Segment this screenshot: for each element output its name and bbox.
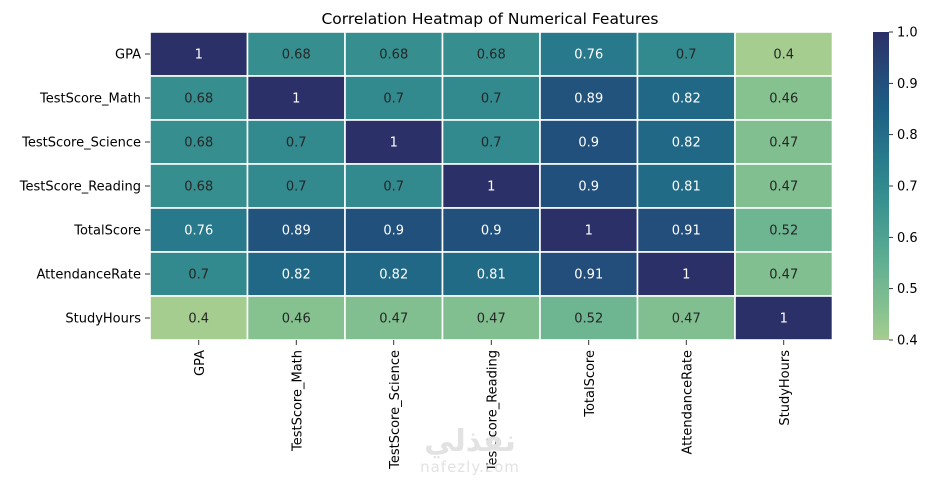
cell-value-label: 0.7 [383,180,404,195]
y-tick-label: AttendanceRate [36,268,141,283]
cell-value-label: 0.52 [574,312,603,327]
cell-value-label: 0.47 [769,268,798,283]
heatmap-cell [441,119,541,165]
cell-value-label: 0.82 [672,136,701,151]
heatmap-cell [344,295,444,341]
heatmap-cell [441,295,541,341]
cell-value-label: 0.7 [286,136,307,151]
heatmap-cell [149,207,249,253]
cell-value-label: 0.46 [282,312,311,327]
cell-value-label: 0.89 [574,92,603,107]
colorbar [873,32,889,340]
cell-value-label: 0.47 [379,312,408,327]
heatmap-cell [246,31,346,77]
cell-value-label: 0.47 [769,136,798,151]
heatmap-cell [734,251,834,297]
x-tick-label: GPA [193,350,208,376]
cell-value-label: 0.76 [184,224,213,239]
x-tick-label: TestScore_Science [388,350,403,470]
heatmap-cell [734,295,834,341]
cell-value-label: 0.89 [282,224,311,239]
cell-value-label: 0.4 [773,48,794,63]
heatmap-cell [734,119,834,165]
heatmap-cell [734,75,834,121]
cell-value-label: 1 [585,224,593,239]
heatmap-cell [246,251,346,297]
cell-value-label: 0.7 [286,180,307,195]
cell-value-label: 0.81 [672,180,701,195]
cell-value-label: 0.76 [574,48,603,63]
x-tick-label: StudyHours [778,350,793,426]
heatmap-cell [636,163,736,209]
cell-value-label: 1 [292,92,300,107]
cell-value-label: 0.47 [672,312,701,327]
cell-value-label: 0.9 [481,224,502,239]
heatmap-cell [539,251,639,297]
cell-value-label: 0.68 [282,48,311,63]
y-tick-label: TestScore_Math [39,92,141,107]
heatmap-cell [539,119,639,165]
cell-value-label: 0.68 [184,180,213,195]
y-tick-label: StudyHours [65,312,141,327]
cell-value-label: 0.7 [188,268,209,283]
cell-value-label: 1 [682,268,690,283]
cell-value-label: 0.9 [578,180,599,195]
colorbar-tick-label: 0.4 [897,334,918,349]
cell-value-label: 0.82 [282,268,311,283]
cell-value-label: 0.46 [769,92,798,107]
cell-value-label: 0.7 [676,48,697,63]
x-tick-label: TotalScore [583,350,598,418]
heatmap-cell [539,75,639,121]
cell-value-label: 0.47 [769,180,798,195]
x-tick-label: TestScore_Reading [485,350,500,472]
heatmap-cell [149,163,249,209]
cell-value-label: 1 [780,312,788,327]
heatmap-cell [636,31,736,77]
heatmap-cell [344,119,444,165]
colorbar-tick-label: 0.6 [897,231,918,246]
cell-value-label: 1 [390,136,398,151]
cell-value-label: 0.52 [769,224,798,239]
chart-title: Correlation Heatmap of Numerical Feature… [321,10,658,28]
cell-value-label: 0.9 [383,224,404,239]
colorbar-tick-label: 0.7 [897,180,918,195]
heatmap-cell [734,163,834,209]
cell-value-label: 0.7 [481,136,502,151]
y-tick-label: GPA [115,48,141,63]
heatmap-cell [636,295,736,341]
cell-value-label: 0.7 [481,92,502,107]
cell-value-label: 0.47 [477,312,506,327]
cell-value-label: 0.68 [184,92,213,107]
colorbar-tick-label: 0.8 [897,128,918,143]
cell-value-label: 0.4 [188,312,209,327]
y-tick-label: TotalScore [73,224,141,239]
colorbar-tick-label: 0.5 [897,282,918,297]
cell-value-label: 0.81 [477,268,506,283]
heatmap-cell [636,119,736,165]
cell-value-label: 0.7 [383,92,404,107]
x-tick-label: AttendanceRate [680,350,695,455]
cell-value-label: 0.82 [672,92,701,107]
cell-value-label: 0.68 [477,48,506,63]
heatmap-cell [344,75,444,121]
y-tick-label: TestScore_Reading [19,180,141,195]
cell-value-label: 1 [487,180,495,195]
cell-value-label: 0.91 [574,268,603,283]
heatmap-cell [149,251,249,297]
cell-value-label: 0.9 [578,136,599,151]
heatmap-cell [246,163,346,209]
heatmap-cell [344,207,444,253]
heatmap-cell [246,119,346,165]
cell-value-label: 0.68 [184,136,213,151]
x-tick-label: TestScore_Math [290,350,305,452]
cell-value-label: 0.68 [379,48,408,63]
heatmap-cell [539,295,639,341]
cell-value-label: 0.82 [379,268,408,283]
cell-value-label: 0.91 [672,224,701,239]
y-tick-label: TestScore_Science [21,136,141,151]
colorbar-tick-label: 1.0 [897,26,918,41]
cell-value-label: 1 [195,48,203,63]
colorbar-tick-label: 0.9 [897,77,918,92]
